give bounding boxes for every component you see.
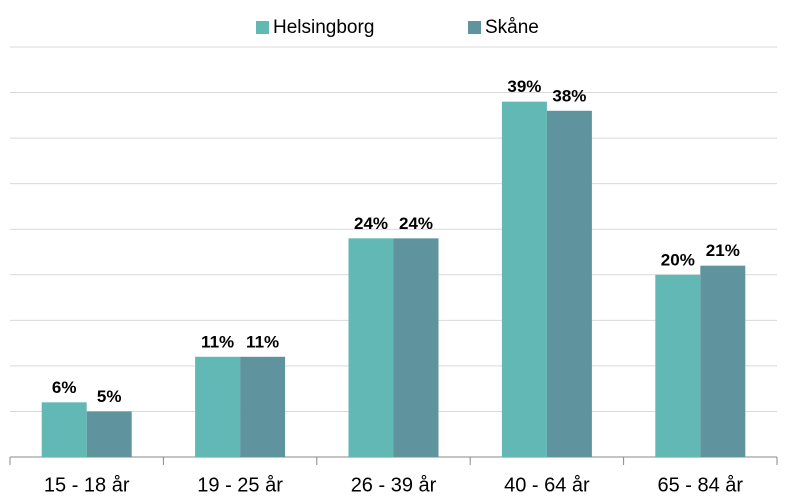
value-label: 24% — [399, 214, 433, 233]
legend-swatch — [468, 21, 481, 34]
bar — [501, 101, 547, 458]
value-label: 39% — [507, 77, 541, 96]
value-label: 20% — [661, 250, 695, 269]
legend-label: Skåne — [485, 17, 539, 38]
x-tick-label: 65 - 84 år — [657, 474, 743, 496]
legend-swatch — [256, 21, 269, 34]
legend-label: Helsingborg — [273, 17, 374, 38]
value-label: 11% — [201, 332, 234, 351]
bar — [393, 238, 439, 457]
x-tick-label: 19 - 25 år — [197, 474, 283, 496]
x-tick-label: 15 - 18 år — [44, 474, 130, 496]
bar — [655, 274, 701, 457]
bar — [348, 238, 394, 457]
value-label: 21% — [706, 241, 740, 260]
bar — [41, 402, 87, 457]
value-label: 38% — [552, 86, 586, 105]
value-label: 5% — [97, 387, 122, 406]
bar — [195, 356, 241, 457]
bar — [240, 356, 286, 457]
bar — [700, 265, 746, 457]
bar — [86, 411, 132, 457]
value-label: 6% — [52, 378, 77, 397]
bar — [546, 110, 592, 458]
x-tick-label: 40 - 64 år — [504, 474, 590, 496]
value-label: 11% — [246, 332, 279, 351]
x-tick-label: 26 - 39 år — [351, 474, 437, 496]
value-label: 24% — [354, 214, 388, 233]
